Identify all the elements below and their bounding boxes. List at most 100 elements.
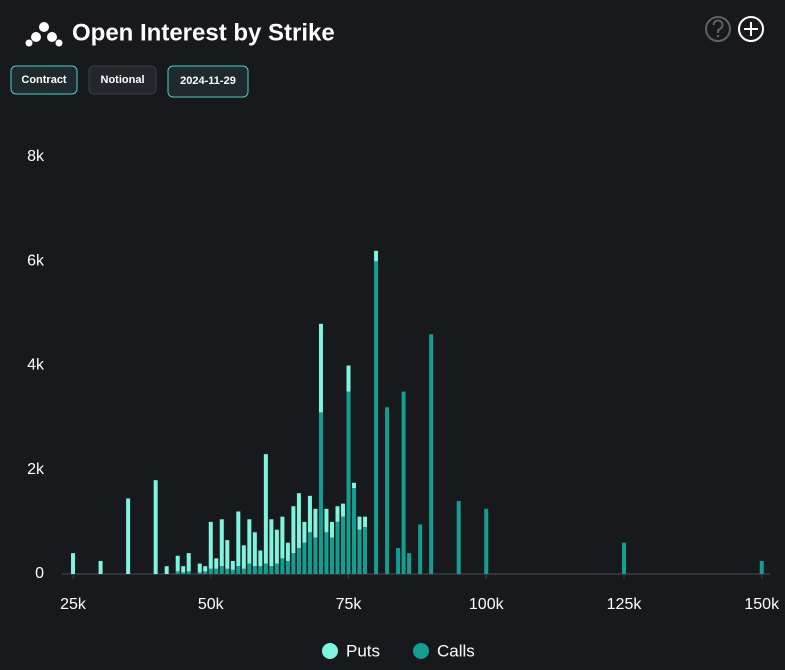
button[interactable]: 2024-11-29 (167, 65, 249, 98)
bar-segment (258, 566, 263, 574)
bar-segment (318, 412, 323, 574)
bar-segment (759, 560, 764, 574)
bar-segment (208, 521, 213, 569)
bar-segment (335, 521, 340, 574)
bar-segment (208, 568, 213, 574)
bar-segment (346, 365, 351, 392)
bar-segment (296, 547, 301, 574)
bar-segment (269, 519, 274, 567)
bar-segment (219, 566, 224, 574)
bar-segment (307, 495, 312, 533)
bar-segment (164, 566, 169, 574)
bar-segment (296, 493, 301, 548)
bar-segment (197, 563, 202, 573)
bar-segment (181, 566, 186, 573)
y-tick-label: 0 (35, 565, 44, 582)
bar-segment (269, 566, 274, 574)
bar-segment (186, 571, 191, 574)
bar-segment (203, 566, 208, 572)
bar-segment (324, 508, 329, 533)
button-label[interactable]: 2024-11-29 (180, 75, 236, 87)
bar-segment (225, 540, 230, 569)
bar-segment (313, 537, 318, 574)
bar-segment (484, 508, 489, 574)
chart-title: Open Interest by Strike (72, 19, 335, 46)
bar-segment (307, 532, 312, 574)
button-label[interactable]: Notional (101, 74, 145, 86)
y-tick-label: 6k (27, 252, 45, 269)
bar-segment (197, 572, 202, 574)
bar-segment (280, 558, 285, 574)
bar-segment (241, 568, 246, 574)
x-tick-label: 150k (744, 596, 780, 613)
bar-segment (291, 506, 296, 554)
bar-segment (175, 571, 180, 574)
button[interactable]: Notional (88, 65, 157, 95)
y-tick-label: 4k (27, 357, 45, 374)
logo (25, 22, 63, 47)
bar-segment (175, 555, 180, 572)
bar-segment (219, 519, 224, 567)
legend-marker (413, 643, 429, 659)
bar-segment (291, 553, 296, 574)
bar-segment (274, 563, 279, 574)
bar-segment (329, 521, 334, 538)
y-tick-label: 8k (27, 148, 45, 165)
bar-segment (98, 560, 103, 574)
bar-segment (230, 560, 235, 570)
bar-segment (252, 532, 257, 567)
bar-segment (236, 566, 241, 574)
x-tick-label: 25k (60, 596, 87, 613)
bar-segment (214, 568, 219, 574)
bar-segment (352, 487, 357, 574)
x-tick-label: 50k (198, 596, 225, 613)
bar-segment (302, 521, 307, 543)
bar-segment (252, 566, 257, 574)
bar-segment (71, 553, 76, 574)
x-tick-label: 125k (607, 596, 643, 613)
legend-label: Calls (437, 641, 475, 660)
add-icon[interactable] (738, 16, 764, 42)
bar-segment (329, 537, 334, 574)
bar-segment (363, 516, 368, 528)
bar-segment (126, 498, 131, 574)
bar-segment (181, 572, 186, 574)
bar-segment (396, 547, 401, 574)
bar-segment (429, 334, 434, 574)
bar-segment (225, 568, 230, 574)
bar-segment (285, 560, 290, 574)
bar-segment (263, 454, 268, 564)
bar-segment (313, 508, 318, 538)
bar-segment (247, 563, 252, 574)
bar-segment (352, 482, 357, 488)
bar-segment (186, 553, 191, 572)
bar-segment (318, 323, 323, 413)
bar-segment (236, 511, 241, 567)
bar-segment (401, 391, 406, 574)
bar-segment (153, 480, 158, 574)
bar-segment (374, 261, 379, 574)
bar-segment (407, 553, 412, 574)
legend-label: Puts (346, 641, 380, 660)
bar-segment (418, 524, 423, 574)
bar-segment (280, 516, 285, 559)
bar-segment (203, 571, 208, 574)
bar-segment (230, 569, 235, 574)
button-label[interactable]: Contract (21, 74, 67, 86)
bar-segment (374, 250, 379, 262)
bar-segment (274, 529, 279, 564)
bar-segment (621, 542, 626, 574)
bar-segment (357, 529, 362, 574)
button[interactable]: Contract (10, 65, 78, 95)
bar-segment (335, 506, 340, 522)
bar-segment (340, 516, 345, 574)
bar-segment (247, 519, 252, 564)
help-icon[interactable] (705, 16, 731, 42)
x-tick-label: 100k (469, 596, 505, 613)
bar-segment (357, 516, 362, 530)
bar-segment (363, 527, 368, 574)
bar-segment (456, 501, 461, 574)
bar-segment (340, 503, 345, 517)
bar-segment (258, 550, 263, 567)
